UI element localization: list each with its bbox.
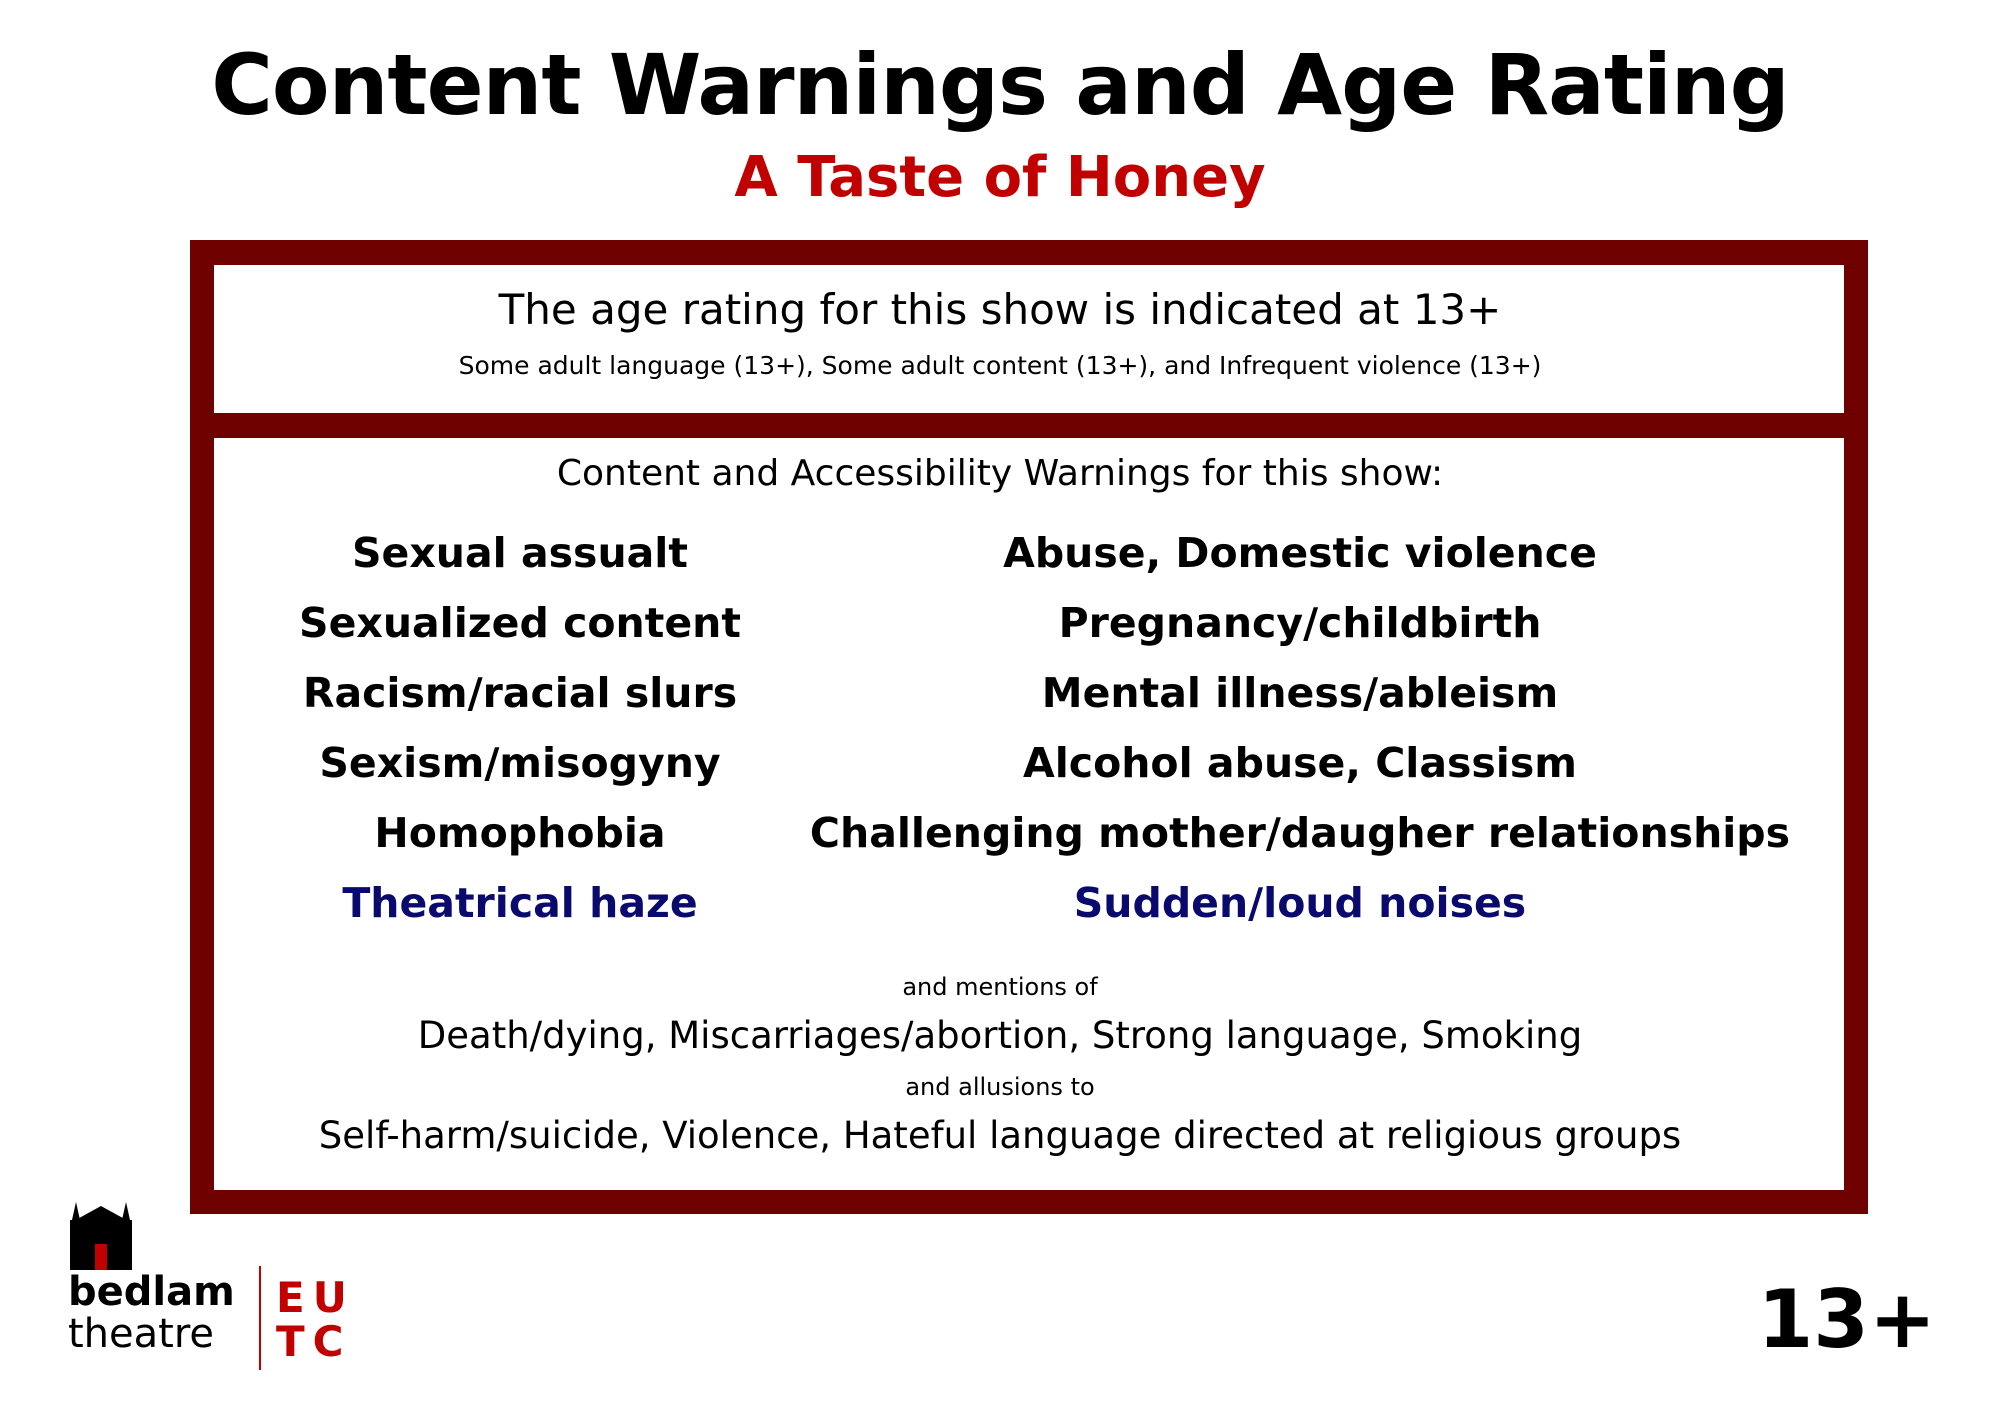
warning-item: Challenging mother/daugher relationships [809, 809, 1791, 857]
content-warnings-box [214, 438, 1844, 1190]
logo-divider [259, 1266, 261, 1370]
accessibility-warning-item: Sudden/loud noises [1073, 879, 1527, 927]
eutc-line-2: TC [276, 1317, 352, 1366]
warnings-right-column: Abuse, Domestic violence Pregnancy/child… [780, 518, 1820, 938]
mentions-label: and mentions of [902, 973, 1098, 1001]
warning-item: Pregnancy/childbirth [1058, 599, 1542, 647]
warning-item: Sexism/misogyny [319, 739, 721, 787]
allusions-label: and allusions to [905, 1073, 1095, 1101]
mentions-list: Death/dying, Miscarriages/abortion, Stro… [417, 1014, 1583, 1057]
warning-item: Abuse, Domestic violence [1003, 529, 1597, 577]
show-title: A Taste of Honey [734, 145, 1266, 210]
page-title: Content Warnings and Age Rating [211, 36, 1789, 134]
age-rating-badge: 13+ [1757, 1273, 1936, 1366]
theatre-logo-text: theatre [68, 1311, 215, 1357]
age-rating-box [214, 265, 1844, 413]
theatre-building-icon [70, 1202, 132, 1270]
accessibility-warning-item: Theatrical haze [342, 879, 698, 927]
eutc-line-1: EU [276, 1273, 355, 1322]
warning-item: Mental illness/ableism [1041, 669, 1559, 717]
warning-item: Sexualized content [299, 599, 741, 647]
age-rating-detail: Some adult language (13+), Some adult co… [458, 351, 1542, 380]
warning-item: Racism/racial slurs [302, 669, 738, 717]
warning-item: Sexual assualt [352, 529, 688, 577]
eutc-logo: EU TC [276, 1276, 356, 1364]
warnings-left-column: Sexual assualt Sexualized content Racism… [260, 518, 780, 938]
bedlam-logo-text: bedlam [68, 1269, 235, 1315]
warnings-heading: Content and Accessibility Warnings for t… [556, 453, 1444, 494]
allusions-list: Self-harm/suicide, Violence, Hateful lan… [318, 1114, 1682, 1157]
warning-item: Homophobia [374, 809, 666, 857]
age-rating-headline: The age rating for this show is indicate… [498, 285, 1502, 334]
warning-item: Alcohol abuse, Classism [1022, 739, 1577, 787]
